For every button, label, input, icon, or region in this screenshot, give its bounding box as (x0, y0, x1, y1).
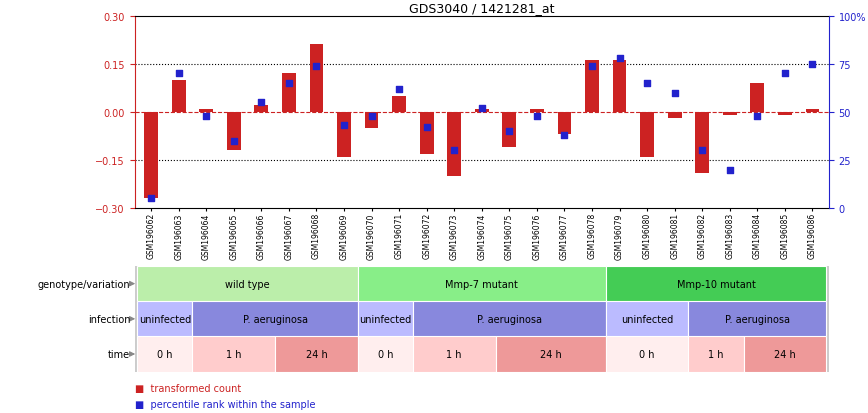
Point (529, 113, 543, 120)
Point (503, 128, 516, 135)
Bar (496, 337, 606, 372)
Bar (420, 113, 433, 154)
Bar (447, 113, 461, 177)
Point (365, 113, 378, 120)
Bar (585, 61, 599, 113)
Text: P. aeruginosa: P. aeruginosa (725, 314, 790, 324)
Bar (172, 81, 186, 113)
Text: wild type: wild type (225, 279, 270, 289)
Point (613, 55, 627, 62)
Point (310, 63, 324, 70)
Point (585, 63, 599, 70)
Point (420, 125, 434, 131)
Point (640, 81, 654, 87)
Text: ■  transformed count: ■ transformed count (135, 383, 240, 393)
Text: ■  percentile rank within the sample: ■ percentile rank within the sample (135, 399, 315, 409)
Bar (606, 266, 826, 301)
Bar (358, 301, 413, 337)
Bar (254, 106, 268, 113)
Text: P. aeruginosa: P. aeruginosa (477, 314, 542, 324)
Text: 1 h: 1 h (446, 349, 462, 359)
Bar (688, 301, 826, 337)
Bar (200, 109, 213, 113)
Bar (606, 337, 688, 372)
Point (475, 105, 489, 112)
Point (227, 138, 240, 145)
Bar (744, 337, 826, 372)
Point (282, 81, 296, 87)
Point (806, 61, 819, 68)
Point (144, 196, 158, 202)
Bar (475, 109, 489, 113)
Text: 0 h: 0 h (378, 349, 393, 359)
Bar (275, 337, 358, 372)
Bar (137, 266, 358, 301)
Bar (503, 113, 516, 148)
Bar (557, 113, 571, 135)
Point (172, 71, 186, 78)
Bar (365, 113, 378, 128)
Text: 1 h: 1 h (708, 349, 724, 359)
Title: GDS3040 / 1421281_at: GDS3040 / 1421281_at (409, 2, 555, 15)
Text: 0 h: 0 h (640, 349, 654, 359)
Bar (606, 301, 688, 337)
Bar (641, 113, 654, 157)
Point (750, 113, 764, 120)
Bar (413, 337, 496, 372)
Text: 1 h: 1 h (226, 349, 241, 359)
Bar (337, 113, 351, 157)
Text: Mmp-7 mutant: Mmp-7 mutant (445, 279, 518, 289)
Bar (193, 337, 275, 372)
Point (723, 167, 737, 173)
Bar (358, 337, 413, 372)
Text: P. aeruginosa: P. aeruginosa (242, 314, 307, 324)
Bar (613, 61, 627, 113)
Bar (137, 301, 193, 337)
Point (254, 100, 268, 106)
Bar (688, 337, 744, 372)
Bar (695, 113, 709, 173)
Bar (806, 109, 819, 113)
Point (337, 123, 351, 129)
Point (557, 132, 571, 139)
Point (667, 90, 681, 97)
Bar (137, 337, 193, 372)
Text: uninfected: uninfected (359, 314, 411, 324)
Bar (778, 113, 792, 116)
Bar (227, 113, 240, 151)
Text: Mmp-10 mutant: Mmp-10 mutant (676, 279, 755, 289)
Point (778, 71, 792, 78)
Text: 0 h: 0 h (157, 349, 173, 359)
Bar (144, 113, 158, 199)
Bar (751, 84, 764, 113)
Text: 24 h: 24 h (306, 349, 327, 359)
Bar (310, 45, 323, 113)
Text: genotype/variation: genotype/variation (37, 279, 130, 289)
Text: infection: infection (88, 314, 130, 324)
Text: time: time (108, 349, 130, 359)
Point (447, 148, 461, 154)
Point (695, 148, 709, 154)
Text: uninfected: uninfected (139, 314, 191, 324)
Point (200, 113, 214, 120)
Bar (413, 301, 606, 337)
Text: 24 h: 24 h (774, 349, 796, 359)
Point (392, 86, 406, 93)
Bar (282, 74, 296, 113)
Bar (392, 97, 406, 113)
Bar (193, 301, 358, 337)
Bar (667, 113, 681, 119)
Bar (530, 109, 543, 113)
Text: 24 h: 24 h (540, 349, 562, 359)
Text: uninfected: uninfected (621, 314, 674, 324)
Bar (723, 113, 737, 116)
Bar (358, 266, 606, 301)
